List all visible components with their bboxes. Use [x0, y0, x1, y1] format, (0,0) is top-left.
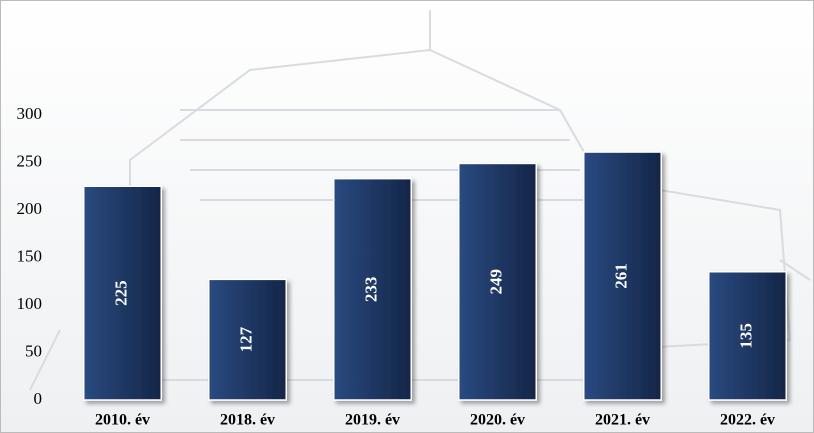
y-tick-label: 200 [17, 199, 43, 218]
value-label: 261 [611, 263, 630, 289]
y-tick-label: 250 [17, 151, 43, 170]
value-label: 225 [111, 280, 130, 306]
bar [333, 177, 412, 401]
x-tick-label: 2018. év [220, 412, 275, 429]
y-tick-label: 300 [17, 104, 43, 123]
y-tick-label: 150 [17, 246, 43, 265]
value-label: 249 [486, 269, 505, 295]
bar [208, 278, 287, 401]
bar [458, 162, 537, 401]
value-label: 233 [361, 277, 380, 303]
value-label: 135 [736, 323, 755, 349]
x-tick-label: 2022. év [720, 412, 775, 429]
x-tick-label: 2019. év [345, 412, 400, 429]
y-tick-label: 50 [25, 341, 42, 360]
x-tick-label: 2020. év [470, 412, 525, 429]
y-tick-label: 100 [17, 294, 43, 313]
x-tick-label: 2010. év [95, 412, 150, 429]
bar [83, 185, 162, 401]
bar [583, 151, 662, 401]
y-tick-label: 0 [34, 389, 43, 408]
x-tick-label: 2021. év [595, 412, 650, 429]
bar [708, 271, 787, 401]
value-label: 127 [236, 326, 255, 352]
